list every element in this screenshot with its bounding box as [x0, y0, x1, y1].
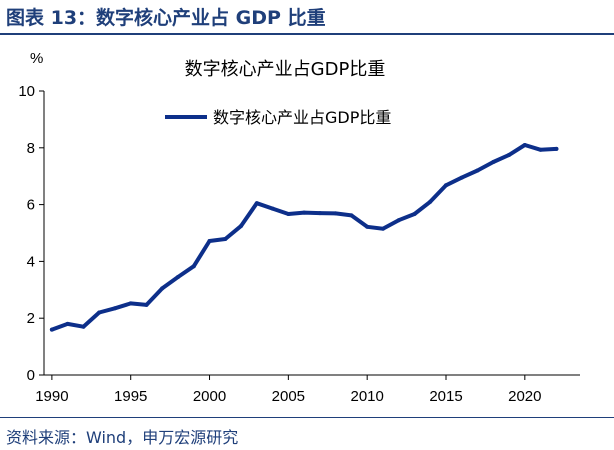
y-tick-label: 4 — [27, 253, 35, 270]
data-point — [112, 306, 117, 311]
y-tick-label: 10 — [18, 83, 35, 100]
data-point — [128, 301, 133, 306]
data-point — [49, 327, 54, 332]
data-point — [207, 239, 212, 243]
data-point — [428, 199, 433, 204]
data-point — [491, 160, 496, 164]
source-note: 资料来源：Wind，申万宏源研究 — [6, 428, 239, 447]
data-point — [81, 324, 86, 329]
y-axis-unit: % — [30, 50, 43, 67]
x-tick-label: 2010 — [350, 388, 383, 405]
line-chart: 数字核心产业占GDP比重 % 数字核心产业占GDP比重 0 2 4 6 8 10 1990… — [18, 50, 580, 405]
data-point — [65, 321, 70, 326]
plot-area — [49, 143, 559, 332]
y-tick-label: 0 — [27, 367, 35, 384]
data-point — [176, 275, 180, 279]
data-point — [317, 211, 322, 216]
data-point — [522, 143, 527, 147]
header-rule — [0, 33, 614, 35]
data-point — [507, 152, 512, 157]
data-point — [286, 212, 291, 216]
data-point — [270, 206, 275, 211]
x-tick-label: 2020 — [508, 388, 541, 405]
x-tick-label: 2005 — [272, 388, 305, 405]
x-tick-label: 2000 — [193, 388, 226, 405]
data-point — [459, 175, 464, 180]
legend-label: 数字核心产业占GDP比重 — [213, 108, 391, 127]
data-point — [396, 218, 401, 223]
data-point — [191, 264, 196, 269]
data-point — [412, 212, 417, 216]
data-point — [554, 146, 559, 151]
y-axis: 0 2 4 6 8 10 — [18, 83, 45, 384]
data-point — [475, 168, 480, 173]
y-tick-label: 2 — [27, 310, 35, 327]
data-point — [254, 201, 259, 206]
data-point — [302, 210, 307, 215]
figure-title: 图表 13：数字核心产业占 GDP 比重 — [6, 7, 326, 29]
data-point — [239, 223, 244, 228]
data-point — [160, 286, 165, 291]
series-line-0 — [49, 143, 559, 332]
legend: 数字核心产业占GDP比重 — [165, 108, 391, 127]
data-point — [97, 310, 102, 315]
data-point — [538, 147, 543, 152]
chart-title: 数字核心产业占GDP比重 — [185, 59, 386, 80]
data-point — [380, 226, 385, 231]
x-tick-label: 2015 — [429, 388, 462, 405]
data-point — [144, 302, 149, 307]
x-axis: 1990 1995 2000 2005 2010 2015 2020 — [35, 374, 580, 405]
data-point — [365, 224, 370, 229]
y-tick-label: 8 — [27, 140, 35, 157]
data-point — [349, 213, 354, 218]
data-point — [223, 237, 228, 241]
data-point — [444, 183, 448, 188]
x-tick-label: 1995 — [114, 388, 147, 405]
x-tick-label: 1990 — [35, 388, 68, 405]
footer-rule — [0, 417, 614, 418]
y-tick-label: 6 — [27, 197, 35, 214]
data-point — [333, 211, 338, 216]
